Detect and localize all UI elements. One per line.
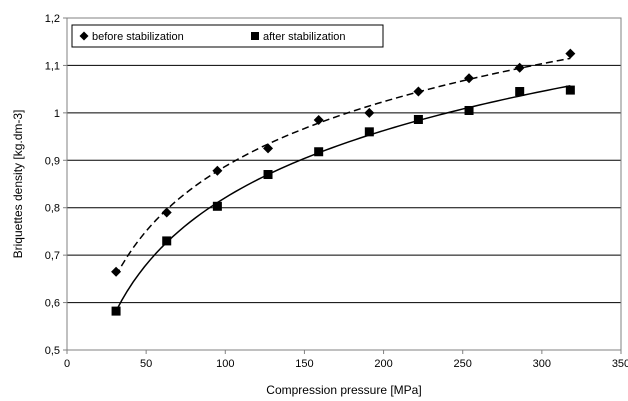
diamond-point xyxy=(161,207,172,218)
x-tick-label: 200 xyxy=(374,358,392,370)
x-tick-label: 0 xyxy=(64,358,70,370)
diamond-point xyxy=(565,48,576,59)
x-tick-label: 300 xyxy=(533,358,551,370)
y-axis-title: Briquettes density [kg.dm-3] xyxy=(11,110,25,259)
trend-curve-before xyxy=(115,57,571,277)
square-point xyxy=(263,170,273,180)
square-point xyxy=(162,236,172,246)
y-tick-label: 1 xyxy=(54,108,60,120)
diamond-point xyxy=(514,62,525,73)
square-point xyxy=(413,114,423,124)
square-point xyxy=(565,85,575,95)
y-tick-label: 0,9 xyxy=(45,155,60,167)
square-point xyxy=(111,306,121,316)
diamond-point xyxy=(464,73,475,84)
x-tick-label: 250 xyxy=(454,358,472,370)
trend-curve-after xyxy=(115,85,571,312)
x-tick-label: 100 xyxy=(216,358,234,370)
x-axis-title: Compression pressure [MPa] xyxy=(266,383,421,397)
legend-label-before: before stabilization xyxy=(92,31,184,43)
diamond-point xyxy=(111,266,122,277)
legend-label-after: after stabilization xyxy=(263,31,346,43)
square-point xyxy=(314,147,324,157)
legend: before stabilization after stabilization xyxy=(71,24,384,48)
legend-diamond-marker xyxy=(79,31,89,41)
plot-area xyxy=(66,17,622,351)
data-points xyxy=(111,48,576,316)
y-tick-label: 0,7 xyxy=(45,250,60,262)
square-point xyxy=(464,105,474,115)
trend-curves xyxy=(115,57,571,312)
gridlines xyxy=(67,64,621,304)
diamond-point xyxy=(263,143,274,154)
y-tick-label: 1,1 xyxy=(45,60,60,72)
x-tick-label: 350 xyxy=(612,358,628,370)
legend-square-marker xyxy=(251,32,259,40)
square-point xyxy=(212,201,222,211)
square-point xyxy=(515,87,525,97)
legend-box xyxy=(71,24,384,48)
y-tick-label: 1,2 xyxy=(45,13,60,25)
y-tick-label: 0,8 xyxy=(45,203,60,215)
diamond-point xyxy=(413,86,424,97)
square-point xyxy=(364,127,374,137)
x-tick-label: 150 xyxy=(295,358,313,370)
y-tick-label: 0,6 xyxy=(45,298,60,310)
y-tick-label: 0,5 xyxy=(45,345,60,357)
axis-ticks: 0,5 0,6 0,7 0,8 0,9 1 1,1 1,2 0 50 100 150 200 250 300… xyxy=(45,13,628,370)
diamond-point xyxy=(212,165,223,176)
diamond-point xyxy=(364,107,375,118)
x-tick-label: 50 xyxy=(140,358,152,370)
diamond-point xyxy=(313,114,324,125)
